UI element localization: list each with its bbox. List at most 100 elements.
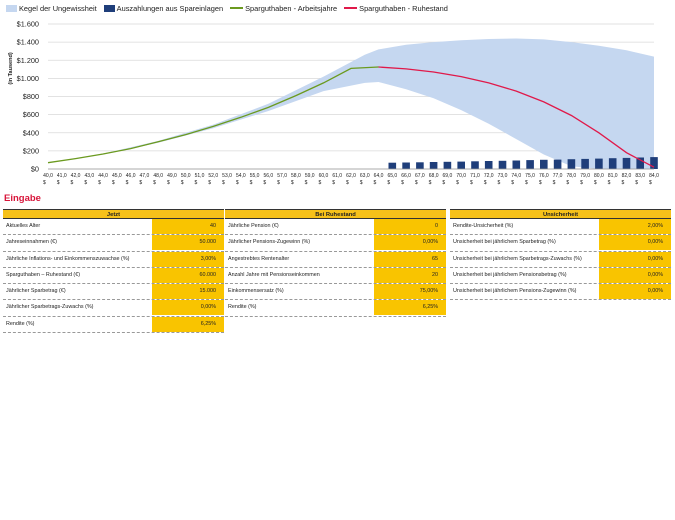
y-tick-label: $800 [23,92,39,101]
x-tick-currency: $ [470,180,473,186]
legend-label-payouts: Auszahlungen aus Spareinlagen [116,3,224,13]
table-unsicherheit: Unsicherheit Rendite-Unsicherheit (%) 2,0… [450,209,671,301]
x-tick-label: 58,0 [291,173,301,179]
x-tick-label: 80,0 [594,173,604,179]
input-unsicherheit-pensions-zugewinn[interactable]: 0,00% [599,284,671,300]
table-row: Jährlicher Sparbetrags-Zuwachs (%) 0,00% [3,300,224,317]
y-tick-label: $400 [23,128,39,137]
table-row: Anzahl Jahre mit Pensionseinkommen 20 [225,267,446,285]
x-tick-label: 51,0 [195,173,205,179]
x-tick-label: 72,0 [484,173,494,179]
payout-bar [540,159,548,169]
payout-bar [471,161,479,169]
x-tick-label: 42,0 [71,173,81,179]
x-tick-currency: $ [277,180,280,186]
x-tick-currency: $ [167,180,170,186]
payout-bar [484,161,493,169]
row-label: Jährlicher Pensions-Zugewinn (%) [228,239,311,246]
input-pension[interactable]: 0 [374,219,446,234]
x-tick-currency: $ [511,180,514,186]
x-tick-label: 47,0 [140,173,150,179]
x-tick-label: 50,0 [181,173,191,179]
x-tick-label: 84,0 [649,173,659,179]
x-tick-label: 82,0 [622,173,632,179]
x-tick-currency: $ [98,180,101,186]
x-tick-currency: $ [126,180,129,186]
table-row: Jährliche Pension (€) 0 [225,219,446,236]
x-tick-label: 78,0 [566,173,576,179]
x-tick-currency: $ [649,180,652,186]
row-label: Jährliche Inflations- und Einkommenszuwa… [6,255,130,262]
input-unsicherheit-sparbetrags-zuwachs[interactable]: 0,00% [599,251,671,267]
x-tick-label: 43,0 [84,173,94,179]
input-unsicherheit-pensionsbetrag[interactable]: 0,00% [599,267,671,283]
table-row: Einkommensersatz (%) 75,00% [225,284,446,301]
y-tick-label: $1.400 [17,38,39,47]
x-tick-currency: $ [43,180,46,186]
x-tick-label: 59,0 [305,173,315,179]
input-jahre-pensionseinkommen[interactable]: 20 [374,267,446,283]
x-tick-currency: $ [346,180,349,186]
input-einkommensersatz[interactable]: 75,00% [374,284,446,300]
input-rendite-ruhestand[interactable]: 6,25% [374,300,446,316]
input-unsicherheit-sparbetrag[interactable]: 0,00% [599,235,671,251]
row-label: Jahreseinnahmen (€) [6,239,57,246]
x-tick-label: 62,0 [346,173,356,179]
legend-item-working: Sparguthaben - Arbeitsjahre [230,4,337,13]
x-tick-label: 48,0 [153,173,163,179]
payout-bar [622,157,631,169]
input-pensions-zugewinn[interactable]: 0,00% [374,235,446,251]
x-tick-currency: $ [139,180,142,186]
x-tick-label: 60,0 [319,173,329,179]
x-tick-label: 54,0 [236,173,246,179]
input-rendite-unsicherheit[interactable]: 2,00% [599,219,671,234]
payout-bar [402,162,410,169]
legend-item-payouts: Auszahlungen aus Spareinlagen [103,3,224,13]
x-tick-currency: $ [250,180,253,186]
table-header-bei-ruhestand: Bei Ruhestand [225,209,446,219]
x-tick-label: 75,0 [525,173,535,179]
chart-legend: Kegel der Ungewissheit Auszahlungen aus … [6,2,455,14]
legend-label-working: Sparguthaben - Arbeitsjahre [245,3,338,13]
legend-swatch-retirement [344,7,358,9]
row-label: Sparguthaben – Ruhestand (€) [6,271,81,278]
payout-bar [567,159,576,169]
payout-bar [429,162,438,169]
input-jahreseinnahmen[interactable]: 50.000 [152,235,224,251]
x-tick-label: 61,0 [332,173,342,179]
row-label: Unsicherheit bei jährlichem Sparbetrags-… [453,255,582,262]
x-tick-label: 69,0 [443,173,453,179]
table-row: Jährlicher Pensions-Zugewinn (%) 0,00% [225,235,446,252]
y-tick-label: $600 [23,110,39,119]
y-axis-label: (in Tausend) [8,52,14,84]
x-tick-currency: $ [71,180,74,186]
table-header-unsicherheit: Unsicherheit [450,209,671,219]
legend-swatch-payouts [103,4,115,12]
x-tick-currency: $ [222,180,225,186]
table-row: Unsicherheit bei jährlichem Pensions-Zug… [450,284,671,301]
table-row: Rendite-Unsicherheit (%) 2,00% [450,219,671,236]
x-tick-currency: $ [236,180,239,186]
x-tick-label: 83,0 [635,173,645,179]
payout-bar [526,160,534,169]
input-sparbetrag[interactable]: 15.000 [152,284,224,300]
x-tick-label: 65,0 [387,173,397,179]
payout-bar [581,158,589,169]
x-tick-label: 76,0 [539,173,549,179]
input-aktuelles-alter[interactable]: 40 [152,219,224,234]
payout-bar [608,158,617,169]
input-sparbetrags-zuwachs[interactable]: 0,00% [152,300,224,316]
input-inflation[interactable]: 3,00% [152,251,224,267]
table-row: Sparguthaben – Ruhestand (€) 60.000 [3,267,224,285]
x-tick-currency: $ [429,180,432,186]
x-tick-label: 67,0 [415,173,425,179]
x-tick-label: 55,0 [250,173,260,179]
x-tick-label: 57,0 [277,173,287,179]
input-rentenalter[interactable]: 65 [374,251,446,267]
x-tick-label: 56,0 [263,173,273,179]
x-tick-label: 66,0 [401,173,411,179]
input-rendite-jetzt[interactable]: 6,25% [152,316,224,332]
x-tick-currency: $ [580,180,583,186]
input-sparguthaben[interactable]: 60.000 [152,267,224,283]
x-tick-currency: $ [525,180,528,186]
